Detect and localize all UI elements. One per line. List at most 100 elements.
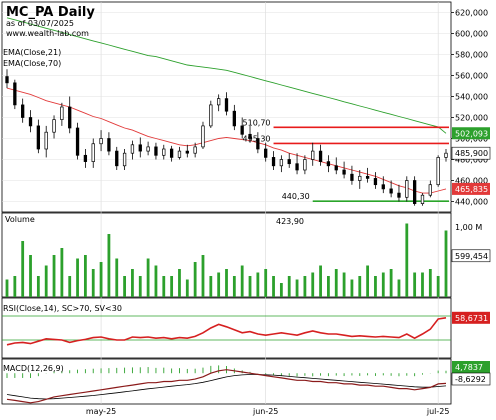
volume-bar bbox=[225, 269, 228, 297]
candle-body bbox=[256, 138, 260, 150]
candle-body bbox=[271, 157, 276, 167]
volume-bar bbox=[99, 262, 103, 297]
volume-bar bbox=[287, 276, 291, 297]
candle-body bbox=[13, 82, 17, 106]
level-label: 510,70 bbox=[243, 118, 271, 127]
ema21-legend: EMA(Close,21) bbox=[3, 48, 61, 57]
candle-body bbox=[52, 119, 56, 133]
volume-badge-text: 599,454 bbox=[455, 252, 488, 261]
candle-body bbox=[311, 150, 315, 160]
candle-body bbox=[169, 148, 174, 158]
volume-bar bbox=[264, 269, 268, 297]
x-tick-label: jul-25 bbox=[426, 407, 450, 416]
candle-body bbox=[224, 98, 229, 112]
volume-bar bbox=[154, 265, 158, 297]
candle-body bbox=[420, 194, 425, 204]
volume-bar bbox=[428, 269, 432, 297]
candle-body bbox=[303, 159, 307, 171]
candle-body bbox=[99, 138, 103, 145]
candle-body bbox=[217, 98, 221, 106]
volume-bar bbox=[138, 276, 142, 297]
axis-labels: may-25 jun-25 jul-25 440,000 460,000 480,000 5… bbox=[86, 9, 491, 416]
volume-bar bbox=[350, 279, 354, 297]
candle-body bbox=[428, 184, 432, 196]
candle-body bbox=[60, 106, 64, 120]
y-tick-label: 540,000 bbox=[455, 93, 488, 102]
volume-bar bbox=[358, 276, 362, 297]
macd-badge bbox=[451, 372, 491, 386]
candle-body bbox=[389, 188, 393, 194]
volume-bar bbox=[311, 272, 315, 297]
volume-bar bbox=[279, 283, 283, 297]
candle-body bbox=[5, 76, 9, 84]
y-tick-label: 480,000 bbox=[455, 156, 488, 165]
volume-bar bbox=[327, 276, 330, 297]
ema70-series bbox=[6, 17, 447, 134]
volume-annotation: 423,90 bbox=[276, 217, 304, 226]
volume-bar bbox=[319, 265, 322, 297]
volume-bar bbox=[68, 276, 72, 297]
candle-body bbox=[162, 148, 166, 156]
candle-body bbox=[436, 157, 440, 186]
candle-body bbox=[115, 150, 119, 167]
price-panel-frame bbox=[1, 1, 452, 213]
candle-body bbox=[279, 159, 284, 167]
volume-bar bbox=[272, 276, 275, 297]
rsi-series bbox=[6, 317, 447, 346]
candle-body bbox=[240, 125, 244, 135]
volume-bar bbox=[413, 272, 417, 297]
candle-body bbox=[232, 110, 236, 127]
macd-signal-series bbox=[6, 374, 447, 400]
volume-bar bbox=[44, 265, 48, 297]
candle-body bbox=[397, 192, 401, 198]
volume-bar bbox=[60, 248, 64, 297]
volume-bar bbox=[381, 272, 385, 297]
ema21-line bbox=[6, 87, 447, 194]
candle-body bbox=[365, 175, 370, 179]
volume-badge bbox=[451, 249, 491, 263]
price-badge bbox=[451, 146, 491, 160]
volume-bar bbox=[76, 258, 79, 297]
volume-bar bbox=[295, 279, 299, 297]
candle-body bbox=[201, 125, 205, 148]
volume-bar bbox=[366, 265, 370, 297]
candle-body bbox=[185, 150, 189, 154]
level-label: 440,30 bbox=[282, 192, 310, 201]
macd-panel-title: MACD(12,26,9) bbox=[3, 364, 64, 373]
candle-body bbox=[334, 165, 338, 171]
y-tick-label: 600,000 bbox=[455, 30, 488, 39]
macd-badge-text: 4,7837 bbox=[455, 363, 483, 372]
volume-bar bbox=[115, 258, 119, 297]
candle-body bbox=[44, 131, 48, 150]
volume-bar bbox=[374, 276, 377, 297]
volume-bar bbox=[52, 255, 56, 297]
macd-panel-frame bbox=[1, 358, 452, 405]
candle-body bbox=[146, 146, 150, 152]
candle-body bbox=[373, 178, 378, 186]
site-url: www.wealth-lab.com bbox=[6, 29, 89, 38]
candle-body bbox=[248, 133, 252, 139]
candle-body bbox=[21, 104, 25, 118]
volume-bar bbox=[91, 269, 95, 297]
volume-bar bbox=[162, 276, 166, 297]
candle-body bbox=[68, 106, 72, 129]
x-tick-label: may-25 bbox=[86, 407, 116, 416]
x-tick-label: jun-25 bbox=[252, 407, 278, 416]
candle-body bbox=[264, 148, 268, 158]
volume-bar bbox=[256, 272, 260, 297]
volume-bar bbox=[389, 269, 393, 297]
candle-body bbox=[326, 161, 331, 167]
candle-body bbox=[318, 150, 323, 162]
volume-bar bbox=[146, 258, 150, 297]
price-badge-text: 502,093 bbox=[455, 129, 488, 138]
candle-body bbox=[75, 127, 80, 156]
price-badge-text: 465,835 bbox=[455, 185, 488, 194]
candle-body bbox=[122, 152, 127, 167]
rsi-badge-text: 58,6731 bbox=[455, 314, 488, 323]
candles bbox=[5, 69, 448, 206]
volume-panel-title: Volume bbox=[5, 215, 35, 224]
candle-body bbox=[405, 180, 409, 198]
candle-body bbox=[193, 146, 197, 154]
macd-lines: 4,7837 -8,6292 bbox=[6, 361, 491, 404]
